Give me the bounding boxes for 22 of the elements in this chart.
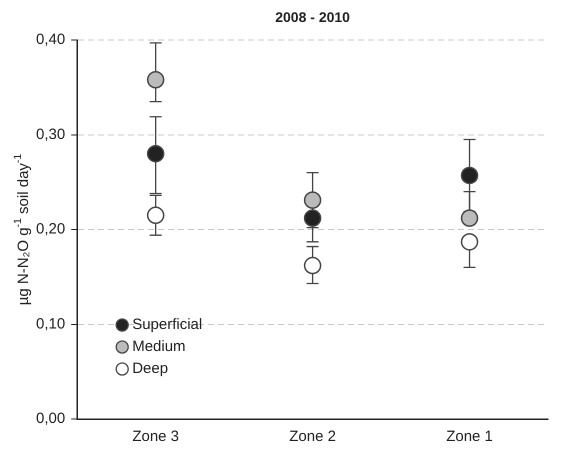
legend-label: Deep [132,360,168,378]
point [146,71,164,89]
point [460,166,478,184]
y-tick-label: 0,20 [36,220,66,238]
point [146,206,164,224]
chart-title: 2008 - 2010 [275,8,350,25]
point [460,209,478,227]
legend-label: Medium [132,338,186,356]
x-tick-label: Zone 1 [446,428,493,446]
point [304,209,322,227]
legend-label: Superficial [132,316,202,334]
y-tick-label: 0,00 [36,410,66,428]
x-tick-label: Zone 2 [289,428,336,446]
point [146,144,164,162]
y-tick-label: 0,40 [36,31,66,48]
y-tick-label: 0,10 [36,315,66,332]
x-tick-label: Zone 3 [132,428,180,446]
point [304,191,322,209]
y-axis-title: µg N-N₂O g-1 soil day-1 [12,154,32,306]
point [460,233,478,251]
point [304,256,322,274]
y-tick-label: 0,30 [36,126,66,143]
